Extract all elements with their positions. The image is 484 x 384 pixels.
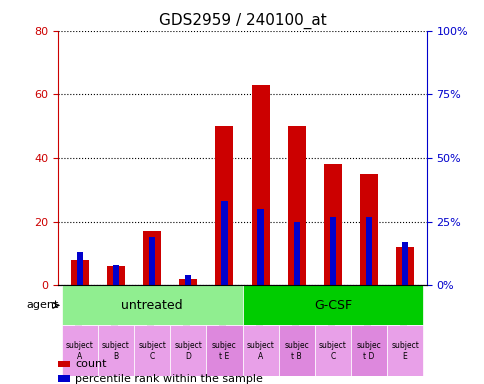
Text: subject
E: subject E [391,341,418,361]
Bar [113,265,119,285]
Text: subject
D: subject D [174,341,202,361]
Bar [179,279,197,285]
FancyBboxPatch shape [206,325,242,376]
Text: untreated: untreated [121,299,182,312]
FancyBboxPatch shape [98,325,134,376]
Bar [401,242,408,285]
Bar [215,126,233,285]
Bar [395,247,413,285]
FancyBboxPatch shape [134,325,170,376]
Text: subject
A: subject A [66,341,93,361]
Bar [107,266,125,285]
FancyBboxPatch shape [61,325,98,376]
Bar [329,217,335,285]
Bar [251,85,269,285]
Bar [293,222,299,285]
Text: subjec
t D: subjec t D [356,341,380,361]
Text: percentile rank within the sample: percentile rank within the sample [75,374,262,384]
Text: count: count [75,359,106,369]
Bar [287,126,305,285]
Text: agent: agent [27,300,59,310]
Title: GDS2959 / 240100_at: GDS2959 / 240100_at [158,13,326,29]
Bar [221,201,227,285]
FancyBboxPatch shape [170,325,206,376]
Bar [76,252,83,285]
FancyBboxPatch shape [242,285,423,325]
Bar [359,174,377,285]
Bar [323,164,341,285]
FancyBboxPatch shape [61,285,242,325]
Bar [71,260,89,285]
Text: subject
C: subject C [138,341,166,361]
Text: subject
A: subject A [246,341,274,361]
FancyBboxPatch shape [350,325,386,376]
FancyBboxPatch shape [314,325,350,376]
Text: G-CSF: G-CSF [313,299,351,312]
FancyBboxPatch shape [278,325,314,376]
Text: subject
C: subject C [318,341,346,361]
Bar [365,217,371,285]
Bar [143,231,161,285]
Bar [257,209,263,285]
Text: subjec
t E: subjec t E [212,341,236,361]
Bar [185,275,191,285]
Text: subjec
t B: subjec t B [284,341,308,361]
FancyBboxPatch shape [242,325,278,376]
Text: subject
B: subject B [102,341,130,361]
FancyBboxPatch shape [386,325,423,376]
Bar [149,237,155,285]
